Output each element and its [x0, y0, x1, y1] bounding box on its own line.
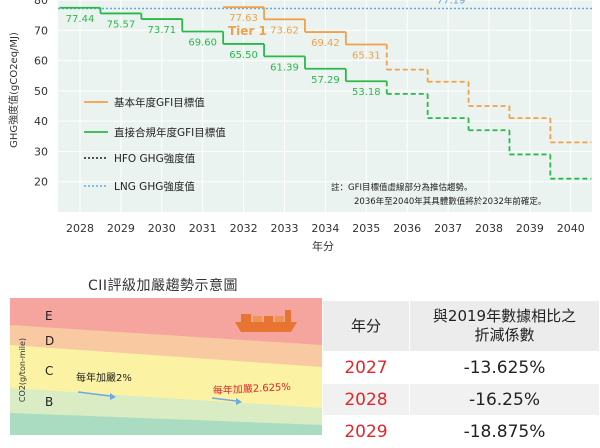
cargo-ship-icon: [235, 310, 297, 332]
base-gfi-value-label: 77.63: [229, 13, 258, 24]
x-axis-label: 年分: [312, 239, 334, 253]
base-gfi-value-label: 73.62: [270, 25, 299, 36]
y-axis-label: GHG強度值(gCO2eq/MJ): [7, 32, 20, 148]
y-tick-label: 60: [34, 55, 48, 68]
x-tick-label: 2029: [107, 222, 135, 235]
y-tick-label: 20: [34, 176, 48, 189]
x-tick-label: 2036: [393, 222, 421, 235]
cii-title: CII評級加嚴趨勢示意圖: [88, 278, 239, 294]
cii-diagram: E D C B 每年加嚴2% 每年加嚴2.625% CO2(g/ton-mile…: [10, 298, 322, 435]
table-cell-value: -16.25%: [409, 383, 600, 416]
x-tick-label: 2028: [66, 222, 94, 235]
table-row: 2028 -16.25%: [322, 383, 600, 416]
cii-annotation-2: 每年加嚴2.625%: [212, 380, 291, 397]
cii-reduction-table: 年分 與2019年數據相比之 折減係數 2027 -13.625% 2028 -…: [322, 300, 600, 448]
tier-annotation: Tier 1: [228, 24, 267, 38]
direct-gfi-value-label: 61.39: [270, 62, 299, 73]
y-tick-label: 40: [34, 115, 48, 128]
cii-grade-e: E: [45, 309, 53, 323]
y-tick-label: 70: [34, 24, 48, 37]
direct-gfi-value-label: 57.29: [311, 75, 340, 86]
legend-label: LNG GHG強度值: [114, 180, 195, 193]
direct-gfi-value-label: 69.60: [188, 37, 217, 48]
table-cell-year: 2029: [322, 415, 410, 448]
legend-label: 直接合規年度GFI目標值: [114, 126, 226, 139]
legend-label: 基本年度GFI目標值: [114, 96, 205, 109]
y-tick-label: 30: [34, 145, 48, 158]
x-tick-label: 2031: [189, 222, 217, 235]
x-tick-label: 2033: [271, 222, 299, 235]
table-cell-value: -13.625%: [409, 351, 600, 384]
x-tick-label: 2035: [352, 222, 380, 235]
cii-grade-c: C: [45, 364, 53, 378]
y-tick-label: 80: [34, 0, 48, 7]
note-line-2: 2036年至2040年其具體數值將於2032年前確定。: [354, 196, 546, 207]
table-cell-year: 2028: [322, 383, 410, 416]
cii-arrow-1: [77, 391, 116, 400]
x-tick-label: 2040: [557, 222, 585, 235]
direct-gfi-value-label: 77.44: [66, 14, 95, 25]
legend-label: HFO GHG強度值: [114, 152, 196, 165]
cii-annotation-1: 每年加嚴2%: [76, 371, 132, 384]
x-tick-label: 2037: [434, 222, 462, 235]
lng-value-label: 77.19: [437, 0, 466, 7]
base-gfi-value-label: 69.42: [311, 38, 340, 49]
cii-y-axis-label: CO2(g/ton-mile): [18, 338, 27, 402]
base-gfi-value-label: 65.31: [352, 50, 381, 61]
table-row: 2027 -13.625%: [322, 351, 600, 384]
cii-grade-b: B: [45, 395, 53, 409]
y-tick-label: 50: [34, 85, 48, 98]
table-header-factor: 與2019年數據相比之 折減係數: [409, 300, 600, 352]
cii-arrow-2: [211, 397, 242, 405]
x-tick-label: 2038: [475, 222, 503, 235]
table-header-factor-text: 與2019年數據相比之 折減係數: [432, 307, 577, 344]
direct-gfi-value-label: 75.57: [107, 19, 136, 30]
table-header-row: 年分 與2019年數據相比之 折減係數: [322, 300, 600, 352]
note-line-1: 註：GFI目標值虛線部分為推估趨勢。: [331, 182, 472, 193]
x-tick-label: 2030: [148, 222, 176, 235]
cii-grade-d: D: [45, 334, 54, 348]
chart-data-labels: 77.19 77.63 73.62 69.42 65.31 77.44 75.57 73.71…: [66, 0, 466, 98]
x-tick-label: 2034: [311, 222, 339, 235]
direct-gfi-value-label: 53.18: [352, 87, 381, 98]
direct-gfi-value-label: 65.50: [229, 50, 258, 61]
table-cell-value: -18.875%: [409, 415, 600, 448]
chart-series: [58, 6, 592, 180]
ghg-intensity-chart: 77.19 77.63 73.62 69.42 65.31 77.44 75.57 73.71…: [7, 0, 592, 253]
table-header-year: 年分: [322, 300, 410, 352]
x-tick-label: 2039: [516, 222, 544, 235]
direct-gfi-value-label: 73.71: [147, 25, 176, 36]
table-row: 2029 -18.875%: [322, 415, 600, 448]
cii-band-a: [10, 413, 322, 435]
x-tick-label: 2032: [230, 222, 258, 235]
table-cell-year: 2027: [322, 351, 410, 384]
